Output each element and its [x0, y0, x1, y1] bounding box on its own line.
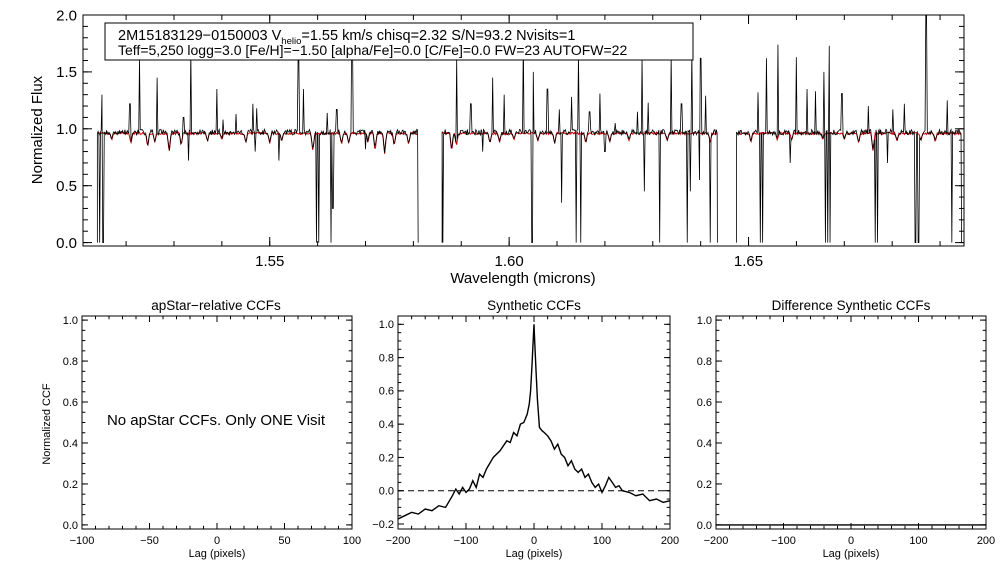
- info-line-1: 2M15183129−0150003 Vhelio=1.55 km/s chis…: [118, 28, 575, 47]
- x-tick-label: −200: [704, 535, 729, 547]
- difference-title: Difference Synthetic CCFs: [772, 298, 931, 313]
- y-tick-label: 0.0: [56, 235, 77, 252]
- y-tick-label: 0.6: [379, 386, 394, 398]
- y-tick-label: 1.0: [63, 315, 78, 327]
- x-tick-label: 0: [214, 535, 220, 547]
- synthetic-ccf-line: [397, 324, 671, 520]
- apstar-no-data-message: No apStar CCFs. Only ONE Visit: [107, 412, 326, 429]
- synthetic-frame: [397, 315, 671, 530]
- apstar-ylabel: Normalized CCF: [41, 383, 53, 465]
- y-tick-label: 1.5: [56, 64, 77, 81]
- x-tick-label: 100: [593, 535, 611, 547]
- synthetic-xlabel: Lag (pixels): [506, 548, 563, 560]
- spectrum-model-line-chip-1: [97, 130, 418, 154]
- apstar-y-axis: 0.0 0.2 0.4 0.6 0.8 1.0: [63, 315, 352, 532]
- x-tick-label: 200: [661, 535, 679, 547]
- spectrum-plot-area: [96, 14, 963, 243]
- spectrum-model-line-chip-3: [736, 130, 962, 151]
- x-tick-label: −200: [386, 535, 411, 547]
- spectrum-observed-line-chip-1: [96, 31, 419, 243]
- y-tick-label: 0.6: [697, 397, 712, 409]
- apstar-ccf-panel: apStar−relative CCFs −100 −50 0 50 100 0.00.…: [41, 298, 361, 560]
- synthetic-title: Synthetic CCFs: [487, 298, 581, 313]
- y-tick-label: 0.8: [63, 356, 78, 368]
- y-tick-label: 1.0: [697, 315, 712, 327]
- difference-ccf-panel: Difference Synthetic CCFs −200 −100 0 100 20…: [697, 298, 995, 560]
- apstar-xlabel: Lag (pixels): [189, 548, 246, 560]
- y-tick-label: 0.2: [379, 452, 394, 464]
- x-tick-label: 1.55: [255, 253, 284, 270]
- spectrum-ylabel: Normalized Flux: [29, 75, 46, 184]
- y-tick-label: 0.5: [56, 178, 77, 195]
- y-tick-label: 0.2: [63, 479, 78, 491]
- spectrum-observed-line-chip-2: [441, 37, 718, 243]
- difference-x-axis: −200 −100 0 100 200: [704, 316, 995, 547]
- y-tick-label: 0.8: [379, 352, 394, 364]
- y-tick-label: 0.4: [63, 438, 78, 450]
- x-tick-label: −50: [140, 535, 159, 547]
- x-tick-label: 200: [977, 535, 995, 547]
- x-tick-label: 0: [848, 535, 854, 547]
- y-tick-label: 0.2: [697, 479, 712, 491]
- y-tick-label: 2.0: [56, 7, 77, 24]
- spectrum-panel: 1.55 1.60 1.65 0.0 0.5 1.0 1.5 2.0 Wavelength …: [29, 7, 965, 287]
- x-tick-label: 100: [909, 535, 927, 547]
- spectrum-info-box: [104, 22, 694, 61]
- y-tick-label: 1.0: [379, 319, 394, 331]
- info-line-1-end: =1.55 km/s chisq=2.32 S/N=93.2 Nvisits=1: [301, 28, 575, 44]
- y-tick-label: −0.2: [372, 519, 394, 531]
- y-tick-label: 0.4: [379, 419, 394, 431]
- synthetic-ccf-panel: Synthetic CCFs −200 −100 0 100 200 −0.2 0.0 0.…: [372, 298, 679, 560]
- spectrum-x-axis: 1.55 1.60 1.65: [125, 15, 941, 270]
- x-tick-label: 50: [278, 535, 290, 547]
- difference-frame: [715, 315, 987, 530]
- difference-y-axis: 0.0 0.2 0.4 0.6 0.8 1.0: [697, 315, 986, 532]
- x-tick-label: 1.60: [495, 253, 524, 270]
- spectrum-frame: [82, 14, 965, 247]
- x-tick-label: −100: [70, 535, 95, 547]
- spectrum-observed-line-chip-3: [736, 14, 963, 243]
- spectrum-xlabel: Wavelength (microns): [450, 270, 595, 287]
- y-tick-label: 0.8: [697, 356, 712, 368]
- y-tick-label: 0.0: [379, 486, 394, 498]
- x-tick-label: 0: [531, 535, 537, 547]
- info-vhelio-subscript: helio: [281, 36, 301, 47]
- info-line-1-start: 2M15183129−0150003 V: [118, 28, 282, 44]
- synthetic-y-axis: −0.2 0.0 0.2 0.4 0.6 0.8 1.0: [372, 319, 670, 531]
- x-tick-label: 1.65: [734, 253, 763, 270]
- spectrum-y-axis: 0.0 0.5 1.0 1.5 2.0: [56, 7, 964, 252]
- x-tick-label: 100: [343, 535, 361, 547]
- apstar-x-axis: −100 −50 0 50 100: [70, 316, 361, 547]
- synthetic-plot-area: [397, 324, 671, 520]
- info-line-2: Teff=5,250 logg=3.0 [Fe/H]=−1.50 [alpha/…: [118, 42, 627, 58]
- y-tick-label: 0.0: [697, 520, 712, 532]
- y-tick-label: 0.4: [697, 438, 712, 450]
- x-tick-label: −100: [454, 535, 479, 547]
- difference-xlabel: Lag (pixels): [823, 548, 880, 560]
- y-tick-label: 0.0: [63, 520, 78, 532]
- y-tick-label: 0.6: [63, 397, 78, 409]
- apstar-title: apStar−relative CCFs: [151, 298, 281, 313]
- synthetic-x-axis: −200 −100 0 100 200: [386, 316, 679, 547]
- y-tick-label: 1.0: [56, 121, 77, 138]
- x-tick-label: −100: [771, 535, 796, 547]
